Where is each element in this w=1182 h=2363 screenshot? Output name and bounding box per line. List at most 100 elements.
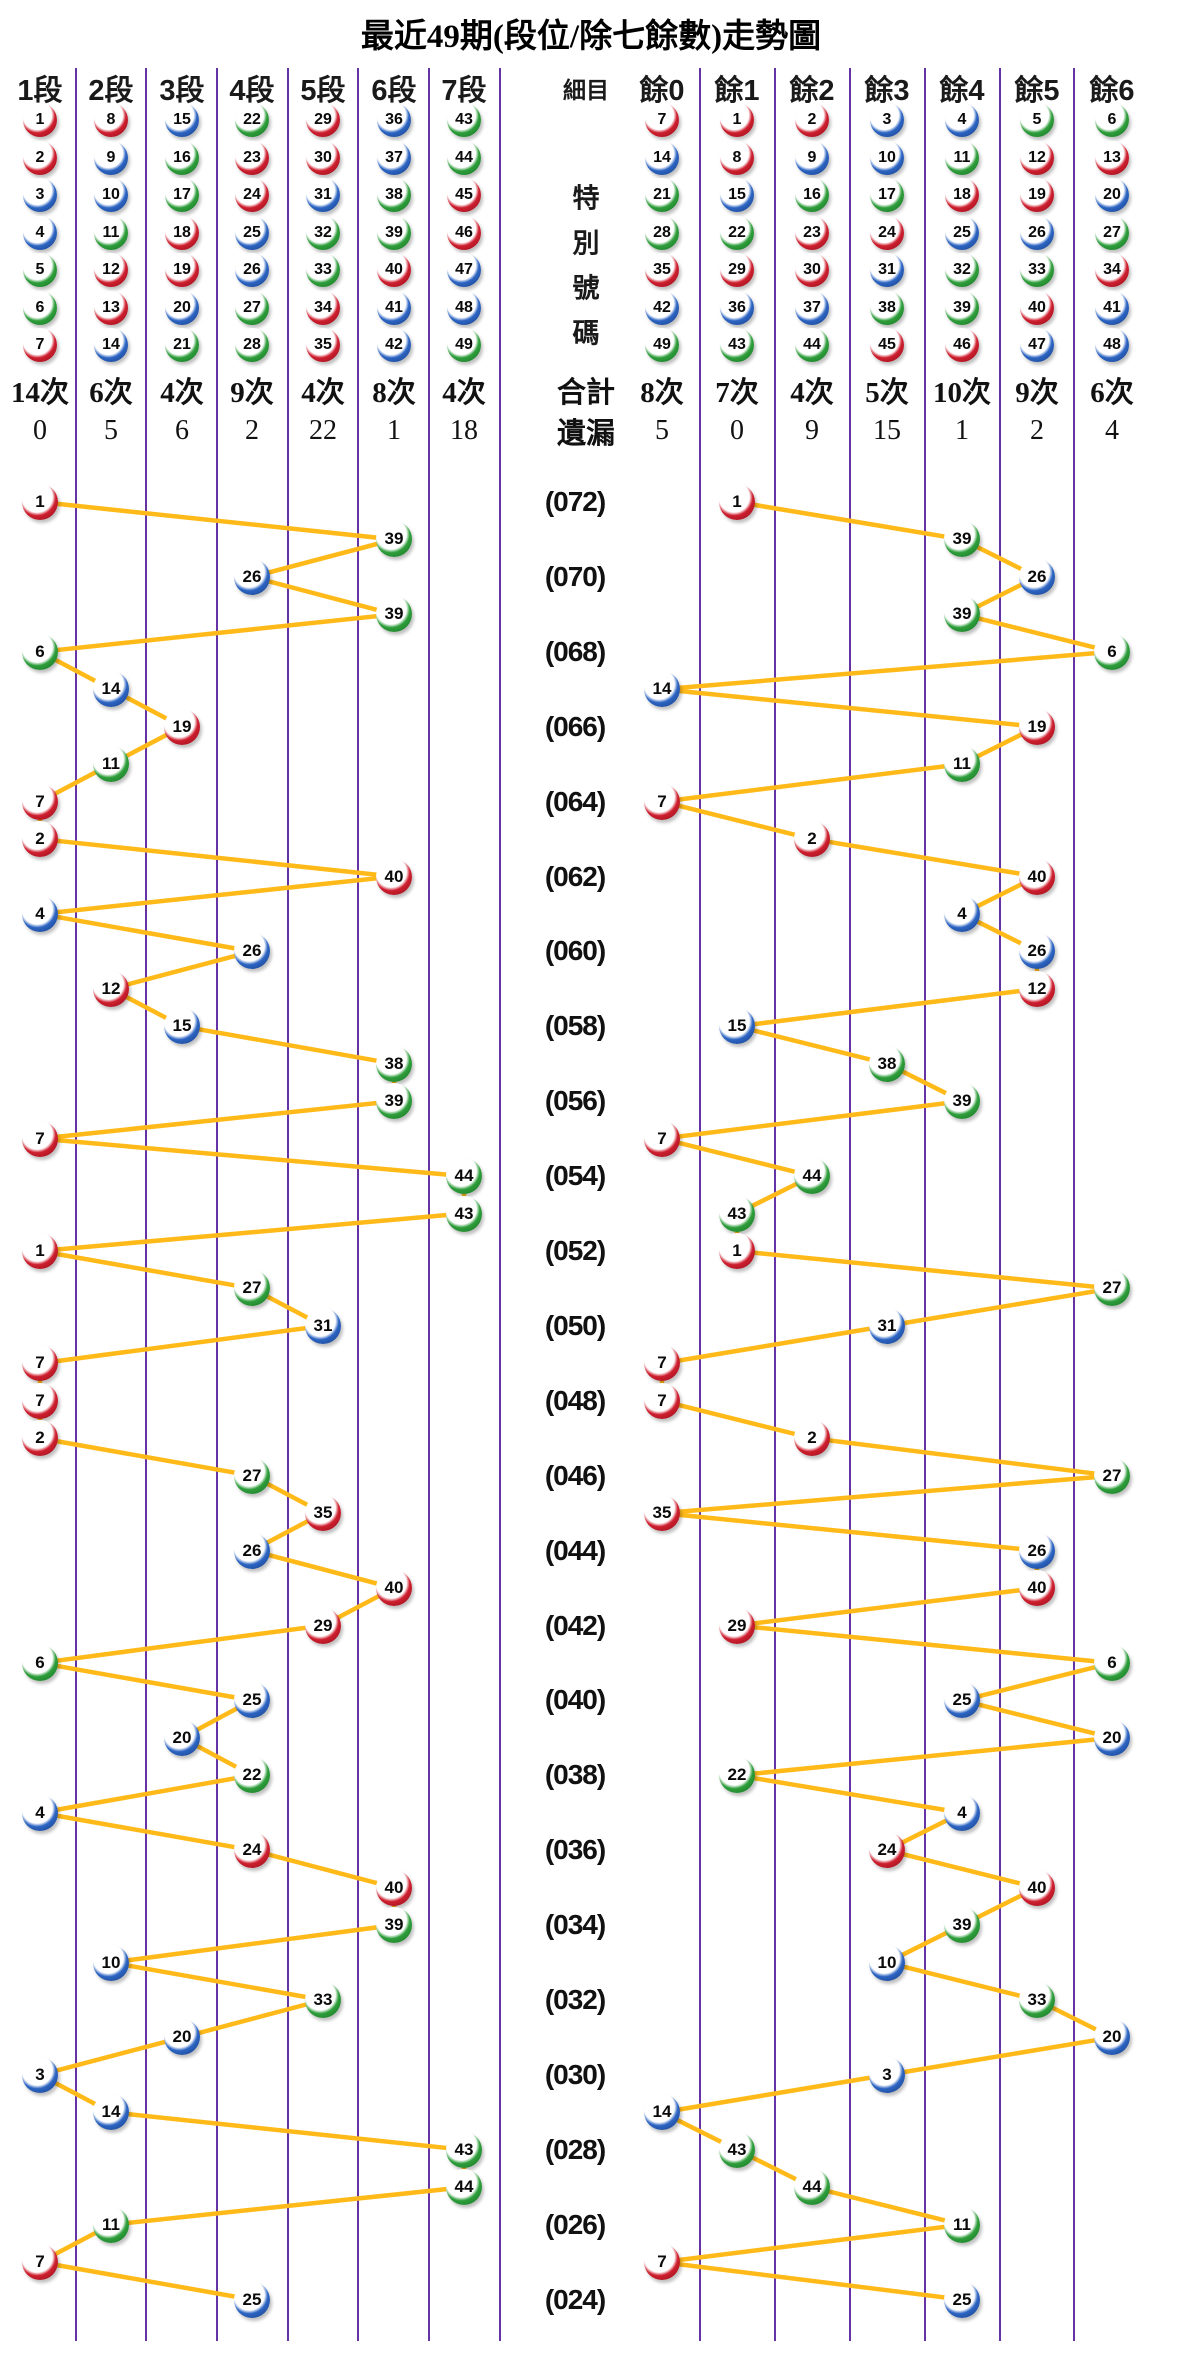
ball-26: 26 xyxy=(234,1532,270,1569)
ball-38: 38 xyxy=(870,291,904,325)
ball-12: 12 xyxy=(1019,970,1055,1007)
count-餘2: 4次 xyxy=(790,377,834,409)
period-label-(026): (026) xyxy=(544,2208,606,2240)
ball-29: 29 xyxy=(719,1607,755,1644)
column-header-3段: 3段 xyxy=(159,75,205,107)
ball-22: 22 xyxy=(234,1757,270,1794)
period-label-(058): (058) xyxy=(544,1010,606,1042)
ball-6: 6 xyxy=(23,291,57,325)
column-header-餘5: 餘5 xyxy=(1014,75,1060,107)
ball-34: 34 xyxy=(306,291,340,325)
period-label-(054): (054) xyxy=(544,1160,606,1192)
ball-24: 24 xyxy=(870,216,904,250)
ball-10: 10 xyxy=(870,141,904,175)
ball-7: 7 xyxy=(645,103,679,137)
ball-40: 40 xyxy=(1020,291,1054,325)
ball-27: 27 xyxy=(1094,1270,1130,1307)
ball-22: 22 xyxy=(719,1757,755,1794)
period-label-(032): (032) xyxy=(544,1984,606,2015)
period-label-(066): (066) xyxy=(544,710,606,742)
count-1段: 14次 xyxy=(10,377,70,409)
ball-7: 7 xyxy=(22,1120,58,1157)
ball-18: 18 xyxy=(165,216,199,250)
ball-11: 11 xyxy=(944,746,980,783)
ball-31: 31 xyxy=(870,253,904,287)
ball-40: 40 xyxy=(1019,858,1055,895)
ball-30: 30 xyxy=(795,253,829,287)
ball-25: 25 xyxy=(945,216,979,250)
ball-14: 14 xyxy=(93,671,129,708)
ball-29: 29 xyxy=(306,103,340,137)
ball-21: 21 xyxy=(645,178,679,212)
ball-44: 44 xyxy=(446,2169,482,2206)
period-label-(036): (036) xyxy=(544,1834,606,1866)
ball-27: 27 xyxy=(235,291,269,325)
page-title: 最近49期(段位/除七餘數)走勢圖 xyxy=(360,19,822,55)
column-header-7段: 7段 xyxy=(441,75,487,107)
ball-2: 2 xyxy=(794,821,830,858)
ball-16: 16 xyxy=(795,178,829,212)
period-label-(038): (038) xyxy=(544,1759,606,1791)
ball-41: 41 xyxy=(377,291,411,325)
miss-餘5: 2 xyxy=(1030,415,1044,446)
ball-26: 26 xyxy=(234,558,270,595)
ball-31: 31 xyxy=(305,1307,341,1344)
column-header-1段: 1段 xyxy=(17,75,63,107)
ball-37: 37 xyxy=(795,291,829,325)
ball-44: 44 xyxy=(446,1158,482,1195)
ball-20: 20 xyxy=(1095,178,1129,212)
right-trend-line xyxy=(659,499,1115,2302)
ball-17: 17 xyxy=(165,178,199,212)
column-header-2段: 2段 xyxy=(88,75,134,107)
ball-43: 43 xyxy=(720,328,754,362)
ball-20: 20 xyxy=(165,291,199,325)
ball-36: 36 xyxy=(720,291,754,325)
ball-3: 3 xyxy=(869,2056,905,2093)
ball-4: 4 xyxy=(944,895,980,932)
ball-42: 42 xyxy=(377,328,411,362)
ball-7: 7 xyxy=(644,1120,680,1157)
ball-6: 6 xyxy=(1095,103,1129,137)
period-label-(068): (068) xyxy=(544,635,606,667)
ball-35: 35 xyxy=(645,253,679,287)
period-label-(070): (070) xyxy=(544,560,606,592)
ball-26: 26 xyxy=(1019,558,1055,595)
ball-40: 40 xyxy=(376,1570,412,1607)
ball-35: 35 xyxy=(305,1495,341,1532)
ball-26: 26 xyxy=(235,253,269,287)
ball-6: 6 xyxy=(22,1644,58,1681)
period-label-(040): (040) xyxy=(544,1684,606,1716)
ball-4: 4 xyxy=(22,895,58,932)
ball-6: 6 xyxy=(1094,633,1130,670)
period-label-(042): (042) xyxy=(544,1609,606,1641)
ball-44: 44 xyxy=(795,328,829,362)
column-header-4段: 4段 xyxy=(229,75,275,107)
period-label-(060): (060) xyxy=(544,935,606,967)
special-number-label-char: 碼 xyxy=(572,318,600,349)
ball-7: 7 xyxy=(23,328,57,362)
special-number-label-char: 特 xyxy=(572,183,600,214)
ball-1: 1 xyxy=(23,103,57,137)
ball-15: 15 xyxy=(165,103,199,137)
period-label-(072): (072) xyxy=(544,486,606,517)
ball-27: 27 xyxy=(234,1457,270,1494)
ball-43: 43 xyxy=(719,2131,755,2168)
count-餘1: 7次 xyxy=(715,377,759,409)
ball-12: 12 xyxy=(93,970,129,1007)
ball-6: 6 xyxy=(1094,1644,1130,1681)
ball-25: 25 xyxy=(944,2281,980,2318)
period-label-(056): (056) xyxy=(544,1085,606,1117)
ball-1: 1 xyxy=(22,484,58,520)
ball-30: 30 xyxy=(306,141,340,175)
ball-14: 14 xyxy=(645,141,679,175)
ball-2: 2 xyxy=(795,103,829,137)
miss-2段: 5 xyxy=(104,415,118,446)
ball-25: 25 xyxy=(235,216,269,250)
ball-14: 14 xyxy=(93,2094,129,2131)
ball-19: 19 xyxy=(1020,178,1054,212)
ball-16: 16 xyxy=(165,141,199,175)
ball-31: 31 xyxy=(869,1307,905,1344)
ball-7: 7 xyxy=(22,1382,58,1419)
ball-34: 34 xyxy=(1095,253,1129,287)
ball-27: 27 xyxy=(1094,1457,1130,1494)
